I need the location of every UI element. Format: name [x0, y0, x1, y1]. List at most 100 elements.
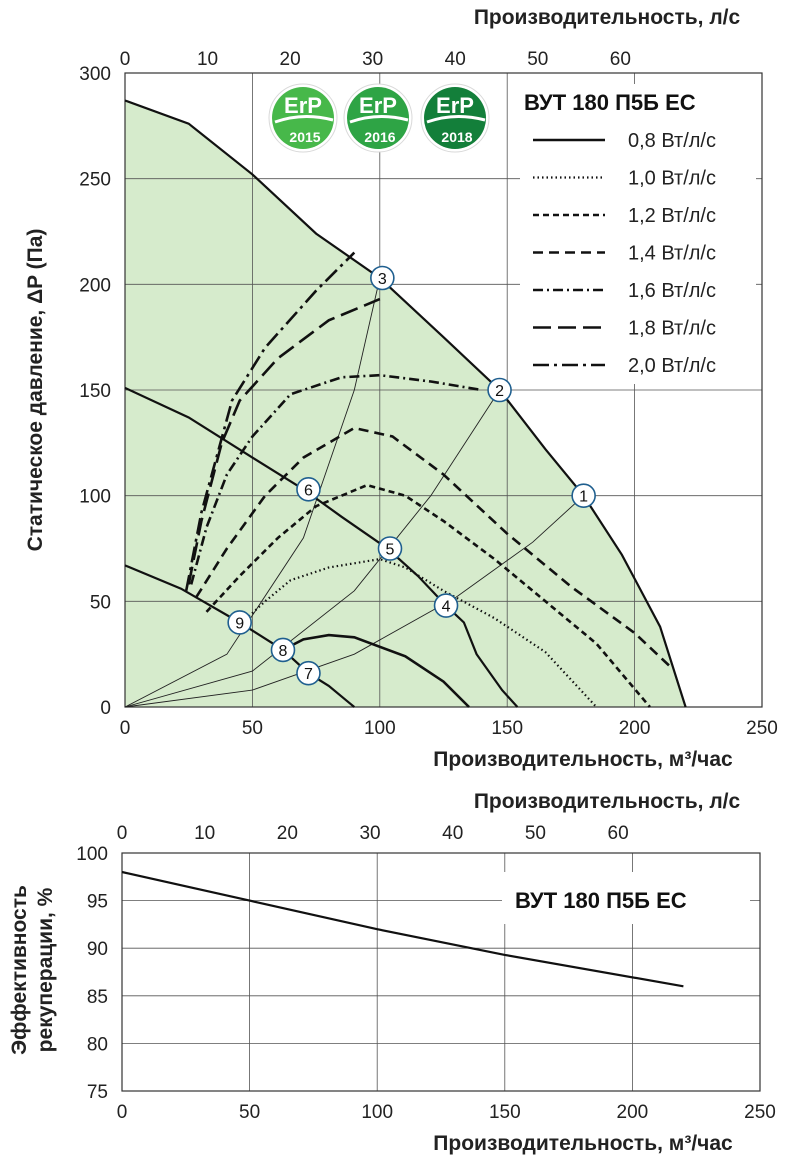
badge-swoosh: [274, 115, 334, 124]
y-tick-label: 150: [79, 381, 111, 402]
power-line-dash-dot: [189, 373, 482, 585]
x2-tick-label: 0: [120, 49, 131, 70]
marker-label: 2: [495, 383, 504, 400]
y-tick-label: 100: [76, 844, 108, 865]
badge-label: ErP: [359, 93, 397, 118]
x-axis-title: Производительность, м³/час: [433, 748, 733, 771]
x2-tick-label: 40: [445, 49, 466, 70]
pressure-chart: 0 50 100 150 200 250 0 10 20 30 40 50 60 0 50 100 150 200…: [24, 6, 778, 771]
marker-circle: [571, 483, 596, 508]
power-line-solid: [282, 633, 470, 708]
marker-circle: [296, 477, 321, 502]
system-curve: [124, 495, 584, 708]
marker-circle: [370, 265, 395, 291]
x2-tick-label: 20: [277, 823, 298, 844]
x-tick-label: 100: [361, 1102, 393, 1123]
power-line-dash: [195, 426, 674, 670]
marker-label: 8: [279, 643, 288, 660]
x2-tick-label: 50: [525, 823, 546, 844]
power-line-long-dash-dot: [184, 251, 356, 592]
y-tick-label: 90: [87, 939, 108, 960]
x-tick-label: 250: [746, 718, 778, 739]
x-tick-label: 0: [117, 1102, 128, 1123]
legend-label: 1,8 Вт/л/с: [628, 318, 716, 340]
marker-label: 1: [579, 489, 588, 506]
plot-frame: [121, 852, 761, 1092]
x2-tick-label: 50: [527, 49, 548, 70]
power-line-long-dash: [187, 297, 381, 585]
x2-axis-title: Производительность, л/с: [474, 790, 741, 813]
x2-tick-label: 0: [117, 823, 128, 844]
erp-2018-icon: ErP 2018: [420, 83, 490, 153]
y-tick-label: 100: [79, 487, 111, 508]
x2-axis-title: Производительность, л/с: [474, 6, 741, 29]
erp-2016-icon: ErP 2016: [343, 83, 413, 153]
marker-circle: [377, 536, 403, 561]
legend-label: 2,0 Вт/л/с: [628, 355, 716, 377]
marker-label: 3: [378, 271, 387, 288]
badge-label: ErP: [284, 93, 322, 118]
marker-label: 7: [304, 666, 313, 683]
marker-label: 5: [386, 542, 395, 559]
efficiency-line: [121, 870, 684, 988]
y-tick-label: 300: [79, 64, 111, 85]
badge-swoosh: [349, 115, 409, 124]
legend-label: 1,2 Вт/л/с: [628, 205, 716, 227]
marker-label: 4: [442, 599, 451, 616]
x-tick-label: 100: [364, 718, 396, 739]
badge-swoosh: [426, 115, 486, 124]
marker-circle: [487, 377, 512, 403]
power-line-short-dash: [205, 483, 651, 708]
system-curve: [124, 389, 500, 708]
marker-circle: [270, 637, 296, 663]
badge-year: 2015: [289, 129, 320, 145]
y-axis-title-line1: Эффективность: [8, 885, 31, 1055]
erp-2015-icon: ErP 2015: [268, 83, 338, 153]
x2-tick-label: 10: [197, 49, 218, 70]
x2-tick-label: 60: [610, 49, 631, 70]
power-line-dotted: [241, 557, 598, 708]
x2-tick-label: 20: [280, 49, 301, 70]
x-tick-label: 150: [491, 718, 523, 739]
y-tick-label: 80: [87, 1034, 108, 1055]
plot-frame: [124, 72, 763, 708]
x2-tick-label: 30: [359, 823, 380, 844]
legend-box: [520, 84, 756, 384]
y-axis-title-line2: рекуперации, %: [34, 887, 57, 1052]
y-tick-label: 85: [87, 987, 108, 1008]
x-tick-label: 0: [120, 718, 131, 739]
badge-year: 2018: [441, 129, 472, 145]
fan-curve: [124, 564, 355, 708]
x2-tick-label: 60: [608, 823, 629, 844]
legend-label: 1,0 Вт/л/с: [628, 168, 716, 190]
marker-label: 6: [304, 482, 313, 499]
marker-circle: [227, 610, 252, 635]
x-tick-label: 150: [489, 1102, 521, 1123]
x-tick-label: 200: [619, 718, 651, 739]
x2-tick-label: 30: [362, 49, 383, 70]
x-tick-label: 50: [242, 718, 263, 739]
x-tick-label: 250: [744, 1102, 776, 1123]
operating-area: [125, 100, 686, 707]
y-tick-label: 50: [90, 592, 111, 613]
legend-label: 0,8 Вт/л/с: [628, 130, 716, 152]
fan-curve: [124, 99, 687, 708]
x2-tick-label: 40: [442, 823, 463, 844]
x-axis-title: Производительность, м³/час: [433, 1132, 733, 1155]
marker-label: 9: [235, 615, 244, 632]
badge-label: ErP: [436, 93, 474, 118]
marker-circle: [296, 660, 321, 686]
y-tick-label: 75: [87, 1082, 108, 1103]
marker-circle: [433, 593, 459, 618]
badge-year: 2016: [364, 129, 395, 145]
y-tick-label: 250: [79, 170, 111, 191]
legend-label: 1,6 Вт/л/с: [628, 280, 716, 302]
y-tick-label: 200: [79, 275, 111, 296]
y-tick-label: 95: [87, 892, 108, 913]
y-tick-label: 0: [100, 698, 111, 719]
x2-tick-label: 10: [194, 823, 215, 844]
x-tick-label: 200: [617, 1102, 649, 1123]
system-curve: [124, 277, 381, 708]
